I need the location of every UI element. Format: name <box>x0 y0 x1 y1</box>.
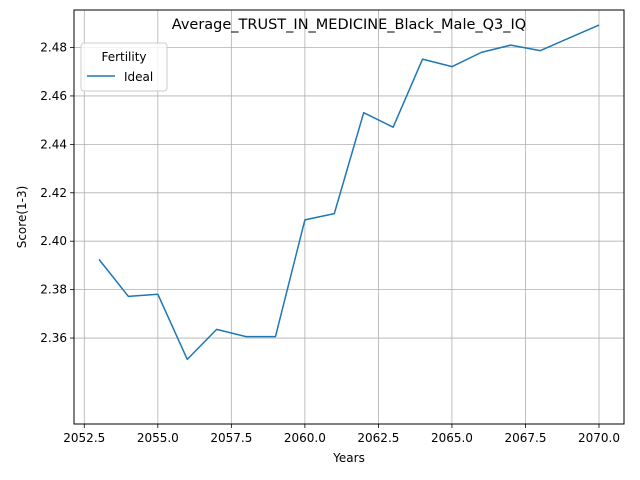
x-tick-label: 2065.0 <box>431 431 473 445</box>
y-axis: 2.36 2.38 2.40 2.42 2.44 2.46 2.48 <box>40 41 74 345</box>
plot-area-frame <box>73 9 625 425</box>
x-tick-label: 2070.0 <box>578 431 620 445</box>
y-tick-label: 2.38 <box>40 283 67 297</box>
y-tick-label: 2.42 <box>40 186 67 200</box>
x-tick-label: 2062.5 <box>357 431 399 445</box>
y-tick-label: 2.44 <box>40 137 67 151</box>
y-tick-label: 2.36 <box>40 331 67 345</box>
x-tick-label: 2060.0 <box>284 431 326 445</box>
grid <box>74 10 624 424</box>
x-tick-label: 2055.0 <box>137 431 179 445</box>
x-tick-label: 2052.5 <box>63 431 105 445</box>
legend-label-ideal: Ideal <box>124 70 153 84</box>
y-axis-label: Score(1-3) <box>15 186 29 249</box>
series-lines <box>98 24 600 361</box>
series-line-ideal <box>98 24 600 361</box>
legend-box <box>80 42 168 92</box>
x-tick-label: 2067.5 <box>504 431 546 445</box>
x-tick-label: 2057.5 <box>210 431 252 445</box>
y-tick-label: 2.48 <box>40 41 67 55</box>
y-tick-label: 2.40 <box>40 234 67 248</box>
legend-title: Fertility <box>101 50 146 64</box>
legend: Fertility Ideal <box>80 42 168 92</box>
y-tick-label: 2.46 <box>40 89 67 103</box>
x-axis-label: Years <box>332 451 365 465</box>
chart-title: Average_TRUST_IN_MEDICINE_Black_Male_Q3_… <box>172 17 526 33</box>
x-axis: 2052.5 2055.0 2057.5 2060.0 2062.5 2065.0 2067… <box>63 424 620 445</box>
